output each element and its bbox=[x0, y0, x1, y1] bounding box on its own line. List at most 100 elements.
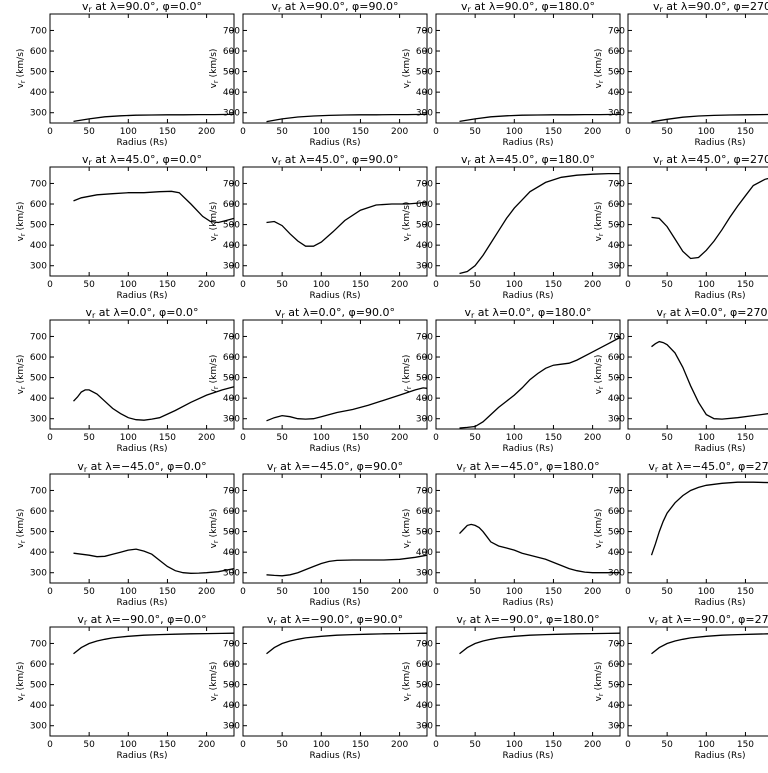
y-tick-label: 300 bbox=[608, 109, 625, 119]
y-tick-label: 700 bbox=[608, 26, 625, 36]
x-axis-label: Radius (Rs) bbox=[309, 598, 360, 608]
y-tick-label: 400 bbox=[416, 241, 433, 251]
y-tick-label: 400 bbox=[223, 88, 240, 98]
x-tick-label: 50 bbox=[469, 740, 481, 750]
y-tick-label: 300 bbox=[223, 262, 240, 272]
y-tick-label: 500 bbox=[30, 221, 47, 231]
y-tick-label: 400 bbox=[30, 88, 47, 98]
y-tick-label: 500 bbox=[608, 374, 625, 384]
x-tick-label: 200 bbox=[584, 740, 601, 750]
title-rest: at λ=0.0°, φ=90.0° bbox=[285, 306, 395, 319]
x-axis-label: Radius (Rs) bbox=[694, 751, 745, 761]
x-tick-label: 50 bbox=[83, 740, 95, 750]
x-tick-label: 50 bbox=[276, 280, 288, 290]
series-line bbox=[652, 633, 768, 654]
x-tick-label: 150 bbox=[159, 280, 176, 290]
y-tick-label: 500 bbox=[416, 528, 433, 538]
y-tick-label: 500 bbox=[608, 681, 625, 691]
y-tick-label: 400 bbox=[30, 241, 47, 251]
y-tick-label: 600 bbox=[223, 660, 240, 670]
x-tick-label: 50 bbox=[83, 433, 95, 443]
axis-frame bbox=[243, 14, 427, 123]
y-axis-label: vr (km/s) bbox=[594, 662, 605, 702]
y-tick-label: 400 bbox=[30, 701, 47, 711]
x-tick-label: 150 bbox=[737, 280, 754, 290]
x-axis-label: Radius (Rs) bbox=[694, 291, 745, 301]
y-axis-label: vr (km/s) bbox=[16, 202, 27, 242]
y-tick-label: 600 bbox=[416, 660, 433, 670]
x-tick-label: 100 bbox=[313, 740, 330, 750]
x-tick-label: 50 bbox=[276, 433, 288, 443]
x-tick-label: 0 bbox=[433, 280, 439, 290]
x-tick-label: 0 bbox=[433, 433, 439, 443]
y-tick-label: 600 bbox=[223, 47, 240, 57]
x-tick-label: 100 bbox=[698, 433, 715, 443]
y-tick-label: 300 bbox=[416, 569, 433, 579]
y-axis-label: vr (km/s) bbox=[16, 509, 27, 549]
x-tick-label: 100 bbox=[313, 127, 330, 137]
title-rest: at λ=90.0°, φ=0.0° bbox=[92, 0, 202, 13]
y-tick-label: 700 bbox=[416, 179, 433, 189]
x-axis-label: Radius (Rs) bbox=[694, 598, 745, 608]
subplot-title: vr at λ=45.0°, φ=0.0° bbox=[82, 153, 202, 167]
x-tick-label: 50 bbox=[83, 127, 95, 137]
x-tick-label: 50 bbox=[83, 587, 95, 597]
y-tick-label: 300 bbox=[30, 569, 47, 579]
y-tick-label: 600 bbox=[608, 47, 625, 57]
x-tick-label: 150 bbox=[352, 280, 369, 290]
x-tick-label: 0 bbox=[47, 740, 53, 750]
x-tick-label: 100 bbox=[120, 740, 137, 750]
x-tick-label: 150 bbox=[159, 127, 176, 137]
x-tick-label: 50 bbox=[469, 280, 481, 290]
x-tick-label: 150 bbox=[159, 740, 176, 750]
title-rest: at λ=45.0°, φ=270.0° bbox=[663, 153, 768, 166]
y-tick-label: 600 bbox=[30, 47, 47, 57]
y-tick-label: 700 bbox=[223, 486, 240, 496]
y-tick-label: 300 bbox=[608, 722, 625, 732]
x-tick-label: 50 bbox=[469, 587, 481, 597]
x-tick-label: 0 bbox=[625, 587, 631, 597]
y-tick-label: 500 bbox=[416, 221, 433, 231]
y-axis-label: vr (km/s) bbox=[594, 355, 605, 395]
x-tick-label: 0 bbox=[625, 280, 631, 290]
subplot-title: vr at λ=0.0°, φ=90.0° bbox=[275, 306, 395, 320]
x-tick-label: 0 bbox=[47, 587, 53, 597]
x-tick-label: 50 bbox=[661, 740, 673, 750]
title-rest: at λ=45.0°, φ=0.0° bbox=[92, 153, 202, 166]
y-tick-label: 600 bbox=[416, 47, 433, 57]
x-tick-label: 100 bbox=[698, 280, 715, 290]
x-tick-label: 150 bbox=[352, 433, 369, 443]
title-rest: at λ=−45.0°, φ=180.0° bbox=[466, 460, 599, 473]
subplot-title: vr at λ=−90.0°, φ=270.0° bbox=[648, 613, 768, 627]
axis-frame bbox=[50, 474, 234, 583]
y-tick-label: 500 bbox=[30, 681, 47, 691]
x-tick-label: 150 bbox=[737, 740, 754, 750]
x-tick-label: 0 bbox=[47, 127, 53, 137]
x-tick-label: 150 bbox=[545, 740, 562, 750]
y-tick-label: 600 bbox=[608, 507, 625, 517]
axis-frame bbox=[436, 320, 620, 429]
y-tick-label: 600 bbox=[223, 200, 240, 210]
x-tick-label: 150 bbox=[545, 587, 562, 597]
y-tick-label: 500 bbox=[416, 68, 433, 78]
y-tick-label: 300 bbox=[223, 569, 240, 579]
subplot-title: vr at λ=−90.0°, φ=90.0° bbox=[267, 613, 403, 627]
y-tick-label: 400 bbox=[223, 241, 240, 251]
y-tick-label: 400 bbox=[608, 548, 625, 558]
x-tick-label: 50 bbox=[661, 127, 673, 137]
y-tick-label: 500 bbox=[608, 68, 625, 78]
y-tick-label: 600 bbox=[30, 507, 47, 517]
series-line bbox=[74, 633, 235, 654]
x-tick-label: 100 bbox=[506, 433, 523, 443]
axis-frame bbox=[628, 167, 768, 276]
y-tick-label: 500 bbox=[30, 528, 47, 538]
y-tick-label: 600 bbox=[608, 200, 625, 210]
y-tick-label: 300 bbox=[30, 722, 47, 732]
axis-frame bbox=[628, 14, 768, 123]
axis-frame bbox=[436, 627, 620, 736]
title-rest: at λ=−45.0°, φ=270.0° bbox=[658, 460, 768, 473]
y-tick-label: 600 bbox=[223, 507, 240, 517]
